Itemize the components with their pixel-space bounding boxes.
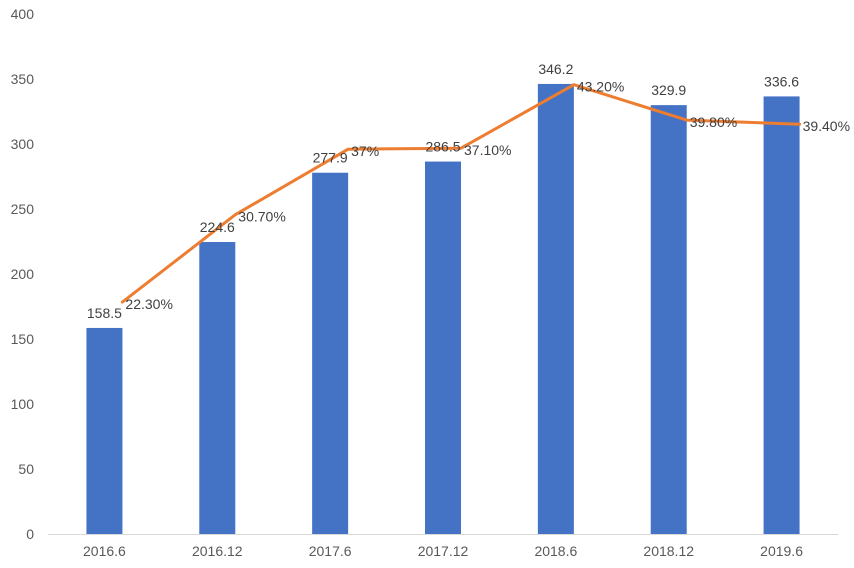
bar (425, 161, 461, 535)
bar-value-label: 224.6 (200, 219, 235, 235)
bar-value-label: 286.5 (425, 139, 460, 155)
bar (650, 105, 687, 534)
y-tick-label: 400 (11, 6, 35, 22)
y-tick-label: 100 (11, 396, 35, 412)
x-tick-label: 2018.12 (643, 543, 694, 559)
x-tick-label: 2017.6 (309, 543, 352, 559)
bar (312, 172, 349, 535)
y-tick-label: 50 (18, 461, 34, 477)
line-value-label: 43.20% (577, 79, 624, 95)
y-tick-label: 200 (11, 266, 35, 282)
line-value-label: 37.10% (464, 142, 511, 158)
y-tick-label: 0 (26, 526, 34, 542)
line-path (120, 83, 802, 304)
bar-series (86, 83, 800, 535)
bar (537, 83, 574, 534)
bar (86, 327, 123, 534)
bar-value-label: 346.2 (538, 61, 573, 77)
y-tick-label: 350 (11, 71, 35, 87)
y-tick-label: 150 (11, 331, 35, 347)
line-value-label: 30.70% (238, 209, 285, 225)
line-value-label: 37% (351, 143, 379, 159)
line-series (120, 83, 802, 304)
line-value-label: 22.30% (125, 296, 172, 312)
x-tick-label: 2016.12 (192, 543, 243, 559)
bar (199, 242, 236, 534)
data-labels: 158.5 224.6 277.9 286.5 346.2 329.9 336.6 22.30… (87, 61, 850, 321)
line-value-label: 39.40% (803, 118, 850, 134)
bar-value-label: 329.9 (651, 82, 686, 98)
bar-value-label: 277.9 (313, 150, 348, 166)
y-tick-label: 300 (11, 136, 35, 152)
bar-value-label: 336.6 (764, 73, 799, 89)
x-tick-label: 2017.12 (418, 543, 469, 559)
y-axis: 0 50 100 150 200 250 300 350 400 (11, 6, 35, 542)
y-tick-label: 250 (11, 201, 35, 217)
line-value-label: 39.80% (690, 114, 737, 130)
x-tick-label: 2016.6 (83, 543, 126, 559)
bar (763, 96, 800, 535)
bar-value-label: 158.5 (87, 305, 122, 321)
x-tick-label: 2018.6 (534, 543, 577, 559)
x-axis: 2016.6 2016.12 2017.6 2017.12 2018.6 2018.12 2… (48, 534, 838, 559)
x-tick-label: 2019.6 (760, 543, 803, 559)
